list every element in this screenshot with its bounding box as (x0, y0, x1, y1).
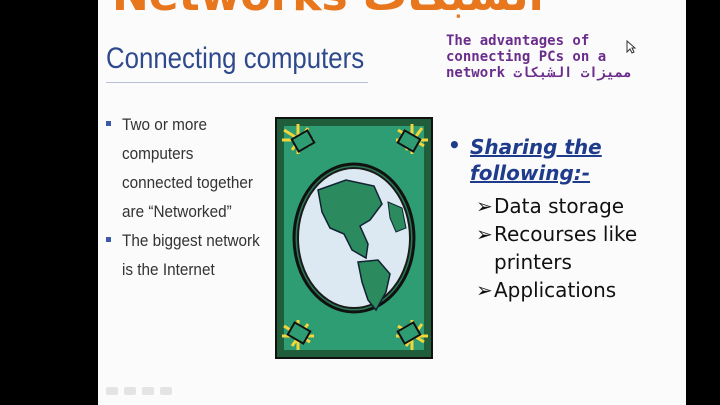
slide-nav-prev-icon[interactable] (106, 387, 118, 395)
left-bullet-item: Two or more computers connected together… (106, 110, 276, 226)
slide-top-title: Networks الشبكات (112, 0, 544, 21)
mouse-pointer-icon (626, 40, 636, 54)
sharing-sub-item: ➢ Applications (476, 276, 680, 304)
left-bullet-item: The biggest network is the Internet (106, 226, 276, 284)
square-bullet-icon (106, 121, 111, 126)
left-bullet-list: Two or more computers connected together… (106, 110, 276, 284)
heading-divider (106, 82, 368, 83)
left-bullet-text: The biggest network is the Internet (122, 231, 260, 279)
globe-clipart-icon (275, 117, 433, 359)
sharing-sub-list: ➢ Data storage ➢ Recourses like printers… (440, 192, 680, 304)
sharing-heading: • Sharing the following:- (440, 133, 680, 186)
sharing-sub-text: Data storage (494, 194, 625, 218)
slide: Networks الشبكات Connecting computers Th… (98, 0, 686, 405)
slide-nav-next-icon[interactable] (160, 387, 172, 395)
sharing-heading-text: Sharing the following:- (470, 135, 602, 185)
square-bullet-icon (106, 237, 111, 242)
slide-navigation[interactable] (106, 387, 172, 395)
sharing-sub-text: Recourses like printers (494, 222, 638, 274)
sharing-sub-item: ➢ Recourses like printers (476, 220, 680, 276)
sharing-section: • Sharing the following:- ➢ Data storage… (440, 133, 680, 304)
round-bullet-icon: • (448, 133, 461, 157)
slide-heading: Connecting computers (106, 42, 365, 75)
slide-nav-menu-icon[interactable] (142, 387, 154, 395)
slide-nav-pen-icon[interactable] (124, 387, 136, 395)
sharing-sub-item: ➢ Data storage (476, 192, 680, 220)
arrow-bullet-icon: ➢ (476, 194, 493, 218)
sharing-sub-text: Applications (494, 278, 617, 302)
arrow-bullet-icon: ➢ (476, 278, 493, 302)
left-bullet-text: Two or more computers connected together… (122, 115, 254, 221)
advantages-label: The advantages of connecting PCs on a ne… (446, 33, 632, 81)
arrow-bullet-icon: ➢ (476, 222, 493, 246)
